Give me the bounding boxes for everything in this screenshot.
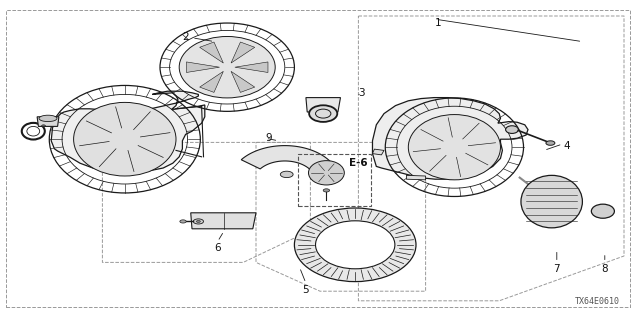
- Text: 4: 4: [563, 140, 570, 151]
- Polygon shape: [372, 149, 384, 155]
- Text: 1: 1: [435, 18, 442, 28]
- Text: 2: 2: [182, 32, 189, 42]
- Ellipse shape: [74, 102, 176, 176]
- Polygon shape: [191, 213, 256, 229]
- Polygon shape: [99, 167, 116, 171]
- Circle shape: [180, 220, 186, 223]
- Text: 6: 6: [214, 243, 221, 253]
- Text: TX64E0610: TX64E0610: [575, 297, 620, 306]
- Polygon shape: [186, 62, 220, 72]
- Ellipse shape: [309, 105, 337, 122]
- Polygon shape: [241, 146, 339, 178]
- Circle shape: [323, 189, 330, 192]
- Circle shape: [193, 219, 204, 224]
- Polygon shape: [231, 42, 255, 63]
- Polygon shape: [235, 62, 268, 72]
- Polygon shape: [37, 117, 59, 126]
- Text: 9: 9: [266, 132, 272, 143]
- Text: 5: 5: [303, 285, 309, 295]
- Ellipse shape: [294, 208, 416, 282]
- Polygon shape: [372, 98, 528, 179]
- Ellipse shape: [209, 56, 245, 79]
- Polygon shape: [231, 71, 255, 92]
- Polygon shape: [200, 71, 223, 92]
- Circle shape: [546, 141, 555, 145]
- Ellipse shape: [506, 126, 518, 133]
- Polygon shape: [51, 91, 205, 172]
- Polygon shape: [306, 98, 340, 112]
- Ellipse shape: [179, 36, 275, 98]
- Text: 7: 7: [554, 264, 560, 274]
- Ellipse shape: [308, 161, 344, 185]
- Ellipse shape: [521, 175, 582, 228]
- Text: E-6: E-6: [349, 158, 367, 168]
- Ellipse shape: [408, 115, 500, 180]
- Circle shape: [42, 125, 45, 127]
- Polygon shape: [200, 42, 223, 63]
- Ellipse shape: [316, 221, 395, 269]
- Bar: [298, 154, 371, 206]
- Text: 3: 3: [358, 88, 365, 98]
- Circle shape: [310, 161, 317, 164]
- Circle shape: [196, 220, 200, 222]
- Polygon shape: [97, 106, 114, 113]
- Ellipse shape: [591, 204, 614, 218]
- Circle shape: [280, 171, 293, 178]
- Text: 8: 8: [602, 264, 608, 274]
- Ellipse shape: [39, 115, 57, 122]
- Polygon shape: [406, 175, 426, 180]
